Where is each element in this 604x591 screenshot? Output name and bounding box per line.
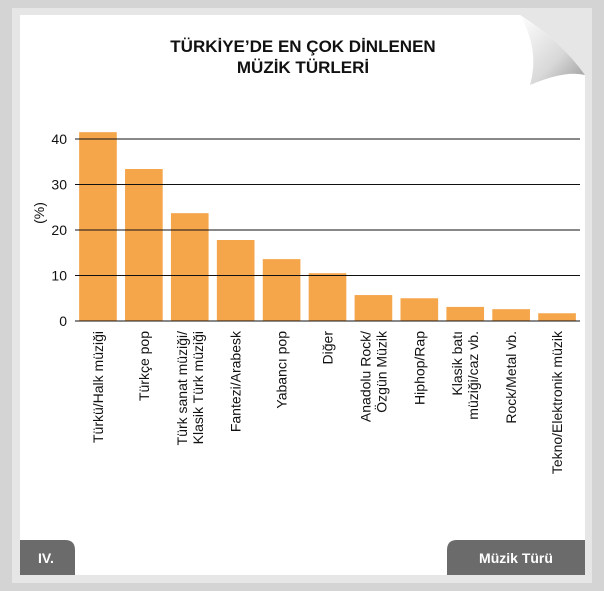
- bar: [262, 259, 301, 321]
- bar: [308, 273, 347, 321]
- x-tick-label: Özgün Müzik: [372, 330, 389, 413]
- bar: [216, 240, 255, 321]
- bar: [400, 298, 439, 321]
- y-tick-label: 10: [51, 268, 67, 284]
- bar: [170, 213, 209, 321]
- x-tick-label: Diğer: [320, 331, 336, 365]
- bar: [492, 309, 530, 321]
- y-tick-label: 30: [51, 177, 67, 193]
- chart-title: MÜZİK TÜRLERİ: [237, 58, 369, 77]
- x-tick-label: Türkü/Halk müziği: [90, 331, 106, 443]
- bar: [79, 132, 117, 321]
- bar: [446, 306, 485, 321]
- x-tick-label: Türk sanat müziği/: [174, 331, 190, 445]
- bar: [354, 295, 393, 321]
- panel-label: IV.: [38, 550, 54, 566]
- x-label-badge: [447, 540, 585, 575]
- y-tick-label: 0: [59, 313, 67, 329]
- x-tick-label: Tekno/Elektronik müzik: [549, 330, 565, 474]
- x-axis-label: Müzik Türü: [479, 550, 553, 566]
- x-tick-label: Türkçe pop: [136, 331, 152, 401]
- y-axis-label: (%): [31, 202, 47, 224]
- y-tick-label: 40: [51, 131, 67, 147]
- card: [20, 15, 585, 575]
- bar: [125, 169, 163, 321]
- y-tick-label: 20: [51, 222, 67, 238]
- bar: [538, 313, 576, 321]
- chart-title: TÜRKİYE’DE EN ÇOK DİNLENEN: [170, 37, 435, 56]
- x-tick-label: Yabancı pop: [274, 331, 290, 409]
- x-tick-label: Hiphop/Rap: [411, 331, 427, 405]
- x-tick-label: müziği/caz vb.: [465, 331, 481, 420]
- x-tick-label: Anadolu Rock/: [357, 331, 373, 422]
- x-tick-label: Fantezi/Arabesk: [228, 330, 244, 432]
- x-tick-label: Rock/Metal vb.: [503, 331, 519, 424]
- panel-badge: [20, 540, 75, 575]
- page-curl: [520, 15, 585, 85]
- x-tick-label: Klasik batı: [449, 331, 465, 396]
- x-tick-label: Klasik Türk müziği: [190, 331, 206, 444]
